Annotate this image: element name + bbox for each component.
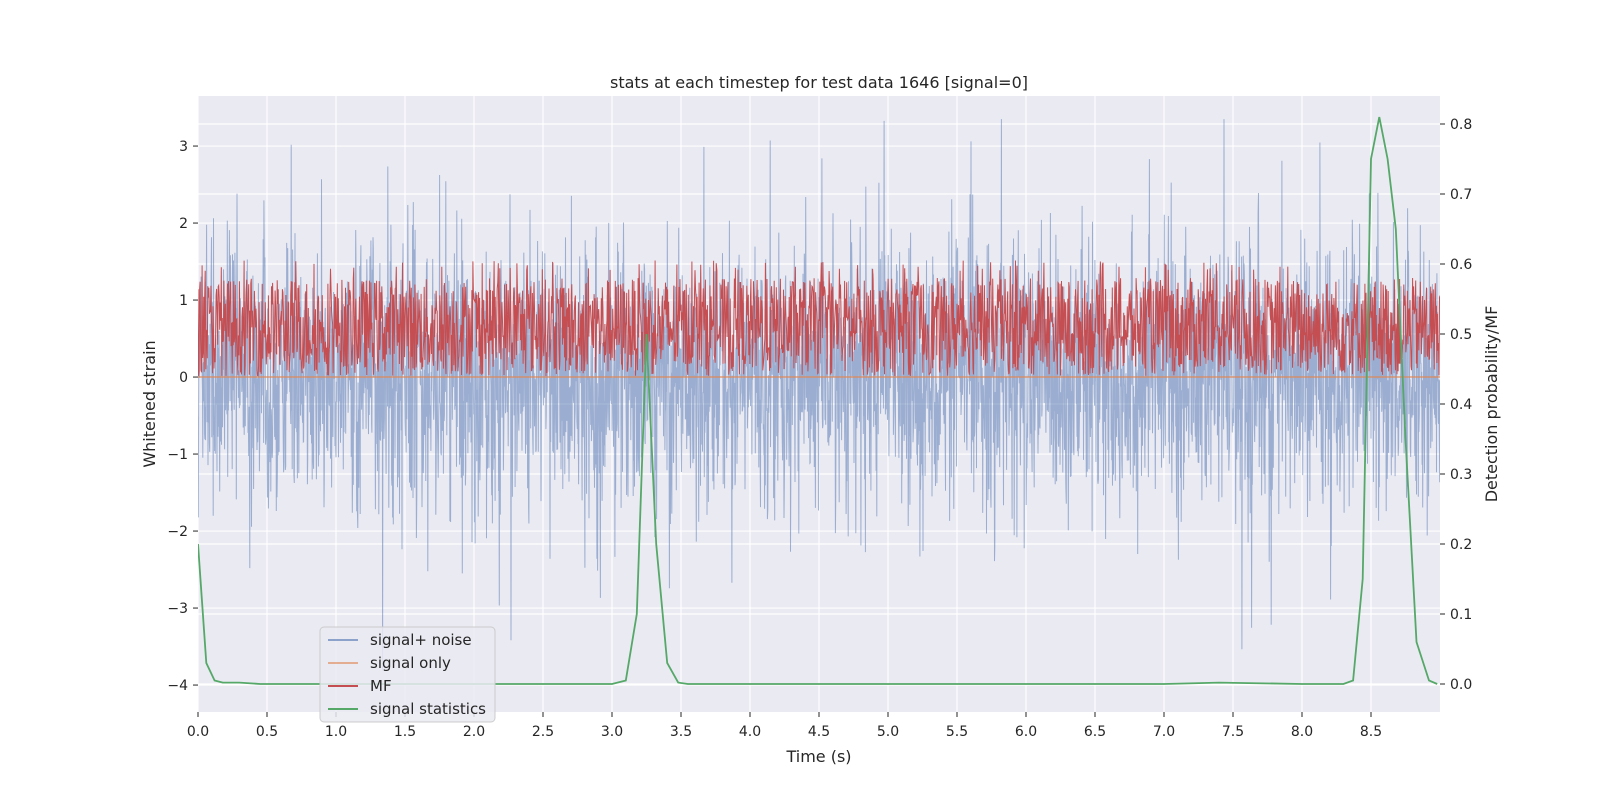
- x-tick-label-15: 7.5: [1222, 724, 1244, 740]
- y-tick-label-6: 2: [179, 216, 188, 232]
- x-tick-label-7: 3.5: [670, 724, 692, 740]
- y2-tick-label-8: 0.8: [1450, 117, 1472, 133]
- x-tick-label-4: 2.0: [463, 724, 485, 740]
- y2-tick-label-6: 0.6: [1450, 257, 1472, 273]
- x-tick-label-6: 3.0: [601, 724, 623, 740]
- x-tick-label-3: 1.5: [394, 724, 416, 740]
- y2-tick-label-4: 0.4: [1450, 397, 1472, 413]
- y-tick-label-2: −2: [167, 524, 188, 540]
- series-mf: [198, 260, 1440, 377]
- y2-tick-label-1: 0.1: [1450, 607, 1472, 623]
- y2-tick-label-7: 0.7: [1450, 187, 1472, 203]
- x-tick-label-0: 0.0: [187, 724, 209, 740]
- y-tick-label-4: 0: [179, 370, 188, 386]
- x-tick-label-10: 5.0: [877, 724, 899, 740]
- series-signal-noise: [198, 119, 1440, 671]
- y2-tick-label-0: 0.0: [1450, 677, 1472, 693]
- x-tick-label-2: 1.0: [325, 724, 347, 740]
- legend-label-signal-only: signal only: [370, 654, 451, 672]
- chart-title: stats at each timestep for test data 164…: [610, 73, 1028, 92]
- y-tick-label-7: 3: [179, 139, 188, 155]
- legend: signal+ noise signal only MF signal stat…: [319, 626, 496, 723]
- y-tick-label-5: 1: [179, 293, 188, 309]
- legend-label-mf: MF: [370, 677, 392, 695]
- y2-tick-label-5: 0.5: [1450, 327, 1472, 343]
- series-signal-statistics: [198, 116, 1438, 685]
- legend-label-signal-noise: signal+ noise: [370, 631, 472, 649]
- y-axis-ticks: −4 −3 −2 −1 0 1 2 3: [167, 139, 198, 694]
- legend-label-signal-statistics: signal statistics: [370, 700, 486, 718]
- x-tick-label-17: 8.5: [1360, 724, 1382, 740]
- x-axis-label: Time (s): [785, 747, 851, 766]
- y-tick-label-3: −1: [167, 447, 188, 463]
- x-tick-label-11: 5.5: [946, 724, 968, 740]
- y2-tick-label-3: 0.3: [1450, 467, 1472, 483]
- legend-box: [319, 626, 496, 723]
- x-tick-label-16: 8.0: [1291, 724, 1313, 740]
- y-tick-label-1: −3: [167, 601, 188, 617]
- y-axis-label: Whitened strain: [140, 340, 159, 467]
- x-tick-label-13: 6.5: [1084, 724, 1106, 740]
- x-axis-ticks: 0.0 0.5 1.0 1.5 2.0 2.5 3.0 3.5 4.0 4.5 5.0 5.5 6.0 6…: [187, 712, 1382, 740]
- x-tick-label-12: 6.0: [1015, 724, 1037, 740]
- x-tick-label-14: 7.0: [1153, 724, 1175, 740]
- x-tick-label-8: 4.0: [739, 724, 761, 740]
- y2-axis-ticks: 0.0 0.1 0.2 0.3 0.4 0.5 0.6 0.7 0.8: [1440, 117, 1472, 693]
- y2-tick-label-2: 0.2: [1450, 537, 1472, 553]
- x-tick-label-1: 0.5: [256, 724, 278, 740]
- x-tick-label-9: 4.5: [808, 724, 830, 740]
- y-tick-label-0: −4: [167, 678, 188, 694]
- x-tick-label-5: 2.5: [532, 724, 554, 740]
- y2-axis-label: Detection probability/MF: [1482, 306, 1501, 503]
